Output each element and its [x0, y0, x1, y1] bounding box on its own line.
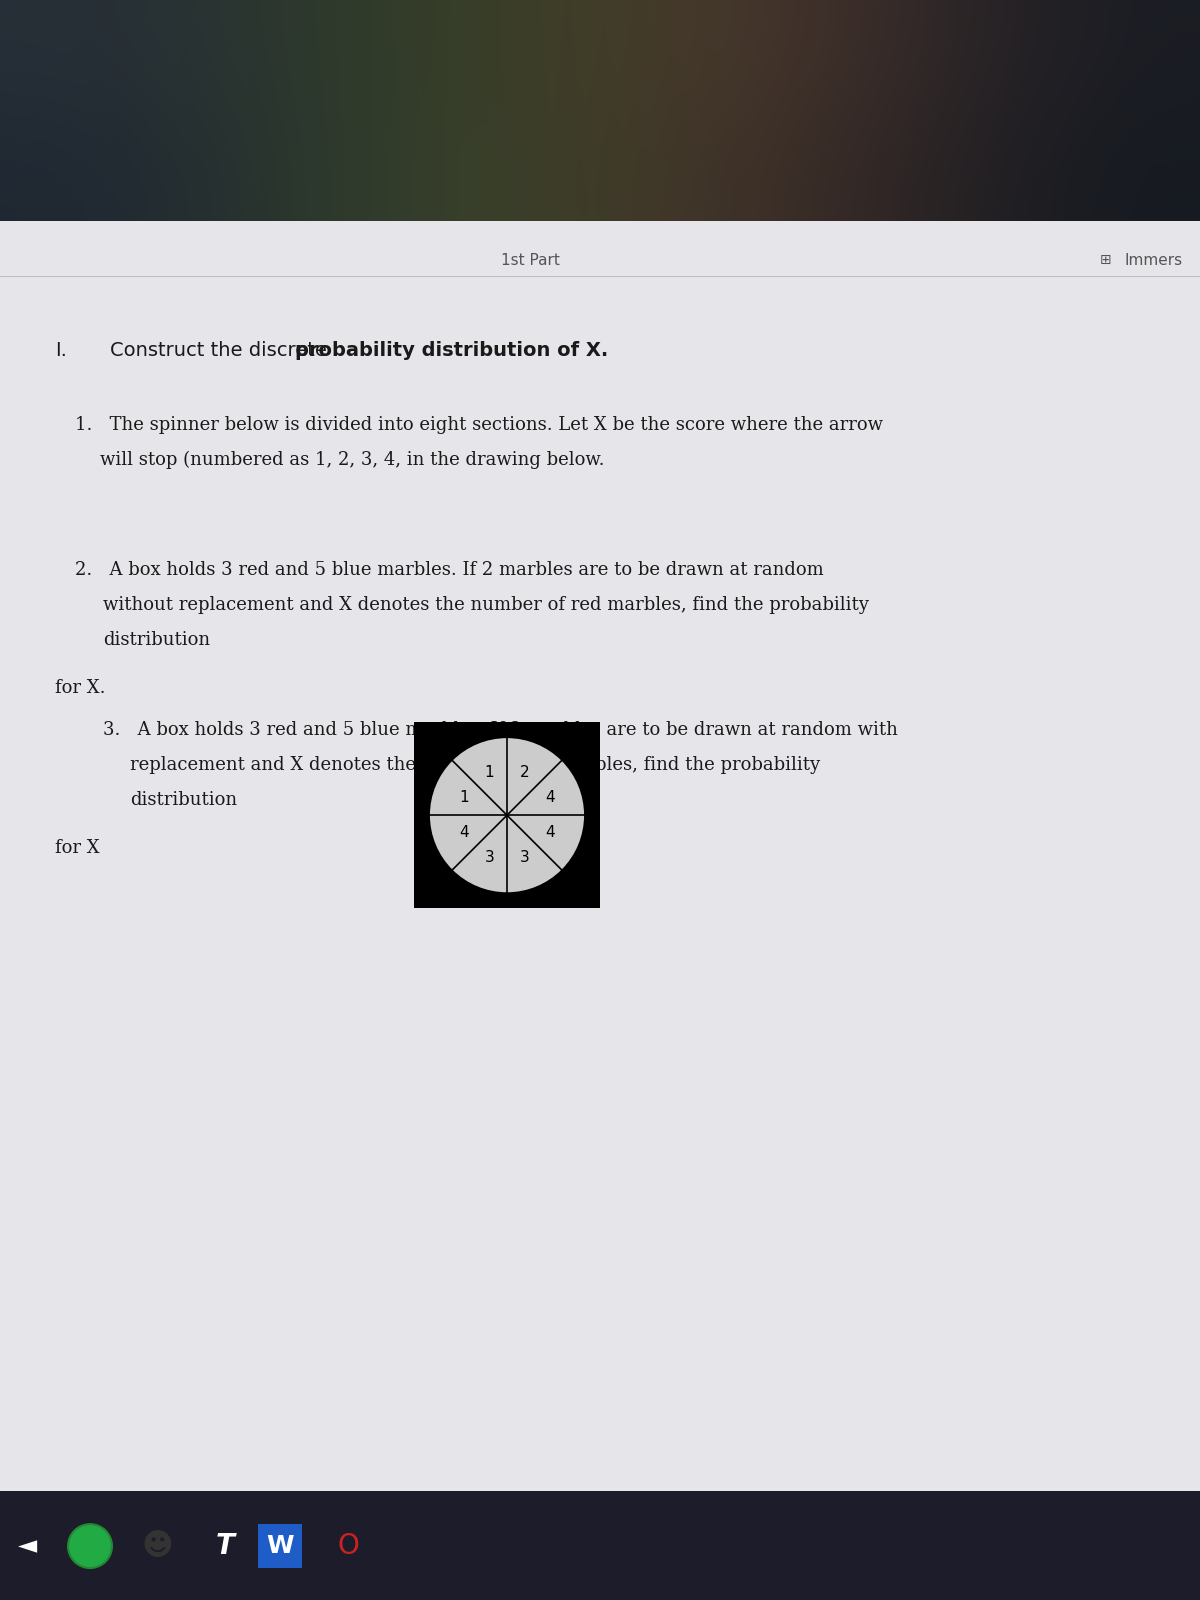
Text: replacement and X denotes the number of red marbles, find the probability: replacement and X denotes the number of …	[130, 755, 820, 774]
Text: 2: 2	[520, 765, 529, 781]
Text: for X: for X	[55, 838, 100, 858]
Text: 3: 3	[485, 850, 494, 866]
Text: without replacement and X denotes the number of red marbles, find the probabilit: without replacement and X denotes the nu…	[103, 595, 869, 614]
Text: will stop (numbered as 1, 2, 3, 4, in the drawing below.: will stop (numbered as 1, 2, 3, 4, in th…	[100, 451, 605, 469]
Text: Immers: Immers	[1126, 253, 1183, 267]
Text: I.: I.	[55, 341, 67, 360]
Text: Construct the discrete: Construct the discrete	[110, 341, 334, 360]
Text: ☻: ☻	[142, 1531, 173, 1560]
Text: ⊞: ⊞	[1100, 253, 1111, 267]
Text: O: O	[337, 1533, 359, 1560]
Text: distribution: distribution	[130, 790, 238, 810]
Text: W: W	[266, 1534, 294, 1558]
Text: for X.: for X.	[55, 678, 106, 698]
Text: probability distribution of X.: probability distribution of X.	[295, 341, 608, 360]
Text: T: T	[216, 1533, 234, 1560]
Text: distribution: distribution	[103, 630, 210, 650]
Bar	[258, 1525, 302, 1568]
Text: 2.   A box holds 3 red and 5 blue marbles. If 2 marbles are to be drawn at rando: 2. A box holds 3 red and 5 blue marbles.…	[74, 562, 823, 579]
Text: 4: 4	[460, 826, 469, 840]
Text: 1.   The spinner below is divided into eight sections. Let X be the score where : 1. The spinner below is divided into eig…	[74, 416, 883, 434]
Text: 1: 1	[460, 790, 469, 805]
Circle shape	[428, 738, 586, 893]
Circle shape	[68, 1525, 112, 1568]
Text: 4: 4	[545, 790, 554, 805]
Text: 3: 3	[520, 850, 529, 866]
Text: 1: 1	[485, 765, 494, 781]
Text: 3.   A box holds 3 red and 5 blue marbles. If 2 marbles are to be drawn at rando: 3. A box holds 3 red and 5 blue marbles.…	[103, 722, 898, 739]
Text: ◄: ◄	[18, 1534, 37, 1558]
Text: 4: 4	[545, 826, 554, 840]
Text: 1st Part: 1st Part	[500, 253, 559, 267]
